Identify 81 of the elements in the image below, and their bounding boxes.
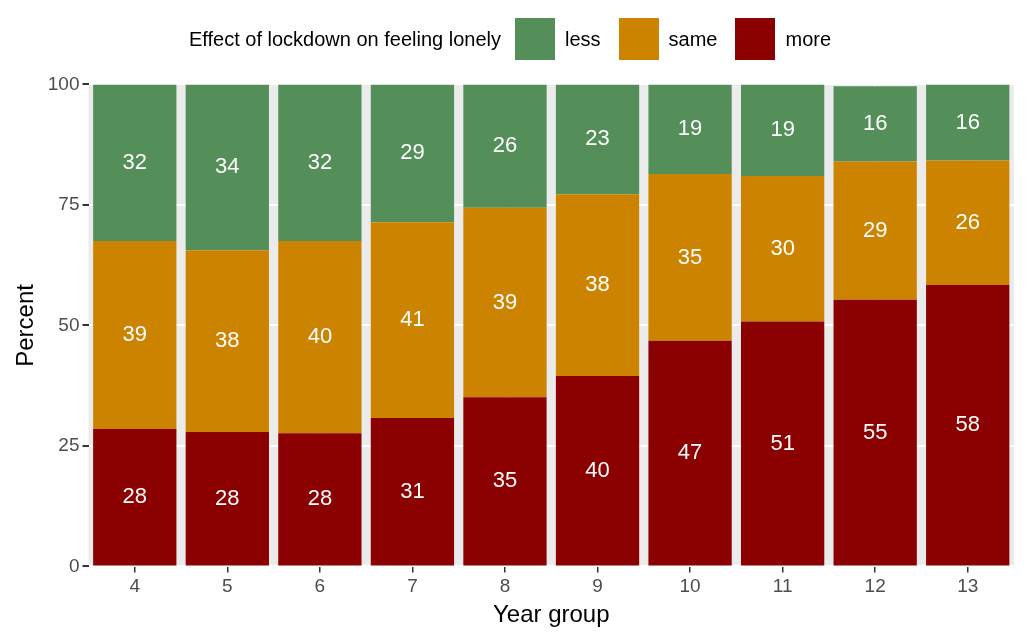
data-label: 32 [122, 148, 148, 174]
bar [278, 433, 362, 566]
data-label: 32 [307, 148, 333, 174]
bar [370, 417, 455, 566]
bar [833, 161, 917, 300]
bar [463, 84, 547, 208]
y-tick-label: 0 [68, 554, 80, 576]
data-label: 31 [400, 477, 425, 503]
data-label: 26 [955, 208, 980, 234]
bar [926, 160, 1010, 285]
bar [833, 299, 917, 566]
bar [278, 241, 362, 434]
x-axis-title: Year group [492, 600, 610, 628]
data-label: 29 [862, 216, 888, 242]
data-label: 30 [770, 234, 795, 260]
x-tick-label: 5 [222, 575, 233, 597]
bar [833, 86, 917, 162]
x-tick-label: 6 [314, 575, 326, 597]
bar [648, 174, 732, 341]
x-tick-label: 11 [772, 575, 793, 597]
bar [555, 194, 640, 377]
data-label: 38 [585, 271, 610, 297]
bar [185, 431, 269, 566]
bar [370, 84, 455, 223]
bar [740, 84, 825, 176]
data-label: 40 [585, 456, 610, 482]
bar [648, 340, 732, 566]
data-label: 38 [215, 327, 240, 353]
bar [740, 175, 825, 322]
y-tick-label: 100 [47, 72, 80, 94]
data-label: 35 [492, 467, 518, 493]
x-tick-label: 13 [957, 575, 979, 597]
data-label: 51 [770, 429, 795, 455]
data-label: 16 [955, 108, 980, 134]
bar [555, 376, 640, 566]
data-label: 28 [122, 483, 148, 509]
legend-title: Effect of lockdown on feeling lonely [188, 27, 501, 51]
bar [93, 241, 177, 430]
bar [740, 321, 825, 566]
bar [463, 397, 547, 566]
data-label: 23 [585, 125, 610, 151]
data-label: 58 [955, 411, 980, 437]
data-label: 47 [677, 439, 703, 465]
x-tick-label: 9 [592, 575, 603, 597]
bar [926, 284, 1010, 566]
legend-label: less [565, 27, 601, 51]
legend-label: more [785, 27, 832, 51]
x-tick-label: 4 [129, 575, 141, 597]
bar [278, 84, 362, 242]
y-tick-label: 75 [58, 193, 80, 215]
data-label: 41 [400, 306, 425, 332]
bar [370, 222, 455, 418]
y-tick-label: 50 [58, 313, 80, 335]
y-axis-title: Percent [11, 283, 39, 367]
data-label: 39 [122, 321, 148, 347]
y-tick-label: 25 [58, 434, 80, 456]
data-label: 35 [677, 243, 703, 269]
bar [93, 84, 177, 242]
legend-label: same [668, 27, 718, 51]
data-label: 26 [492, 132, 518, 158]
x-tick-label: 7 [407, 575, 418, 597]
data-label: 19 [677, 115, 703, 141]
data-label: 29 [400, 139, 425, 165]
data-label: 34 [215, 153, 240, 179]
bar [185, 84, 269, 251]
bar [93, 429, 177, 566]
bar [185, 250, 269, 432]
bar [555, 84, 640, 195]
x-tick-label: 8 [499, 575, 511, 597]
data-label: 40 [307, 323, 333, 349]
data-label: 16 [862, 109, 888, 135]
data-label: 19 [770, 116, 795, 142]
bar [926, 84, 1010, 161]
bar [648, 84, 732, 175]
data-label: 55 [862, 418, 888, 444]
x-tick-label: 12 [864, 575, 886, 597]
data-label: 28 [215, 484, 240, 510]
x-tick-label: 10 [679, 575, 701, 597]
data-label: 39 [492, 288, 518, 314]
data-label: 28 [307, 485, 333, 511]
bar [463, 207, 547, 398]
